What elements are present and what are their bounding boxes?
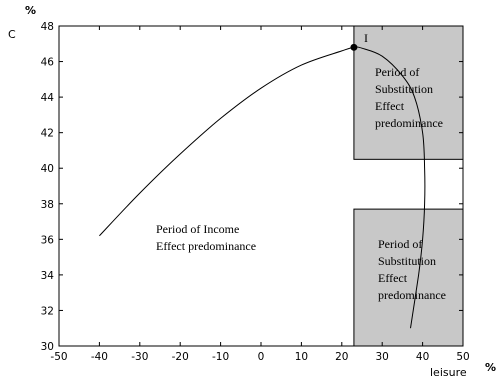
annotation-line: predominance [375, 116, 443, 130]
annotation-substitution-top: Period of Substitution Effect predominan… [375, 65, 443, 130]
annotation-line: predominance [378, 288, 446, 302]
shaded-region [353, 25, 464, 160]
y-tick-label: 42 [41, 128, 54, 140]
annotation-line: Effect [378, 271, 408, 285]
x-tick-label: -50 [50, 351, 67, 363]
x-tick-label: -20 [172, 351, 189, 363]
annotation-income: Period of Income Effect predominance [156, 222, 256, 253]
shaded-regions [353, 25, 464, 347]
x-tick-label: 30 [376, 351, 389, 363]
annotation-line: Substitution [375, 82, 433, 96]
y-tick-label: 36 [41, 234, 55, 246]
annotation-substitution-bottom: Period of Substitution Effect predominan… [378, 237, 446, 302]
y-axis-unit: % [25, 4, 36, 17]
ticks: -50 -40 -30 -20 -10 0 10 20 30 40 50 30 32 34 36 38 40 42… [41, 21, 470, 363]
annotation-line: Period of Income [156, 222, 239, 236]
y-tick-label: 48 [41, 21, 54, 33]
x-tick-label: -30 [131, 351, 148, 363]
shaded-region [353, 208, 464, 347]
annotation-line: Effect predominance [156, 239, 256, 253]
x-tick-label: -10 [212, 351, 229, 363]
x-axis-unit: % [485, 361, 496, 374]
x-tick-label: 20 [335, 351, 348, 363]
x-tick-label: 50 [456, 351, 469, 363]
y-tick-label: 38 [41, 199, 54, 211]
x-tick-label: 40 [416, 351, 429, 363]
annotation-line: Substitution [378, 254, 436, 268]
x-tick-label: -40 [91, 351, 108, 363]
annotation-line: Effect [375, 99, 405, 113]
y-tick-label: 46 [41, 57, 55, 69]
annotation-line: Period of [378, 237, 422, 251]
y-axis-label: C [8, 28, 16, 41]
x-tick-label: 0 [258, 351, 265, 363]
y-tick-label: 32 [41, 305, 54, 317]
curve-layer [99, 43, 426, 329]
series-line [99, 46, 426, 329]
y-tick-label: 40 [41, 163, 54, 175]
plot-frame [58, 25, 464, 347]
y-tick-label: 34 [41, 270, 55, 282]
annotation-line: Period of [375, 65, 419, 79]
x-axis-label: leisure [430, 366, 467, 379]
point-label: I [364, 31, 368, 45]
y-tick-label: 30 [41, 341, 54, 353]
x-tick-label: 10 [295, 351, 308, 363]
y-tick-label: 44 [41, 92, 55, 104]
marked-point [350, 43, 358, 51]
